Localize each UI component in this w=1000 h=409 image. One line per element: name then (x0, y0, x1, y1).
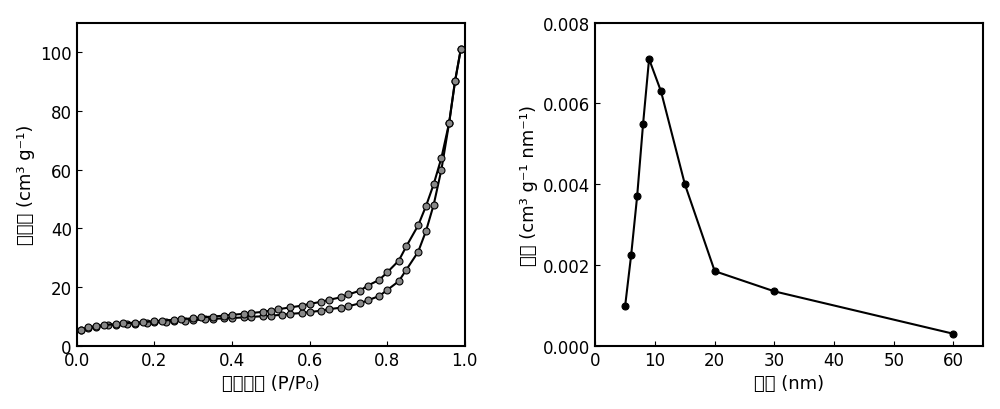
Y-axis label: 孔容 (cm³ g⁻¹ nm⁻¹): 孔容 (cm³ g⁻¹ nm⁻¹) (520, 105, 538, 265)
X-axis label: 相对压力 (P/P₀): 相对压力 (P/P₀) (222, 374, 320, 392)
Y-axis label: 吸附量 (cm³ g⁻¹): 吸附量 (cm³ g⁻¹) (17, 125, 35, 245)
X-axis label: 孔径 (nm): 孔径 (nm) (754, 374, 824, 392)
